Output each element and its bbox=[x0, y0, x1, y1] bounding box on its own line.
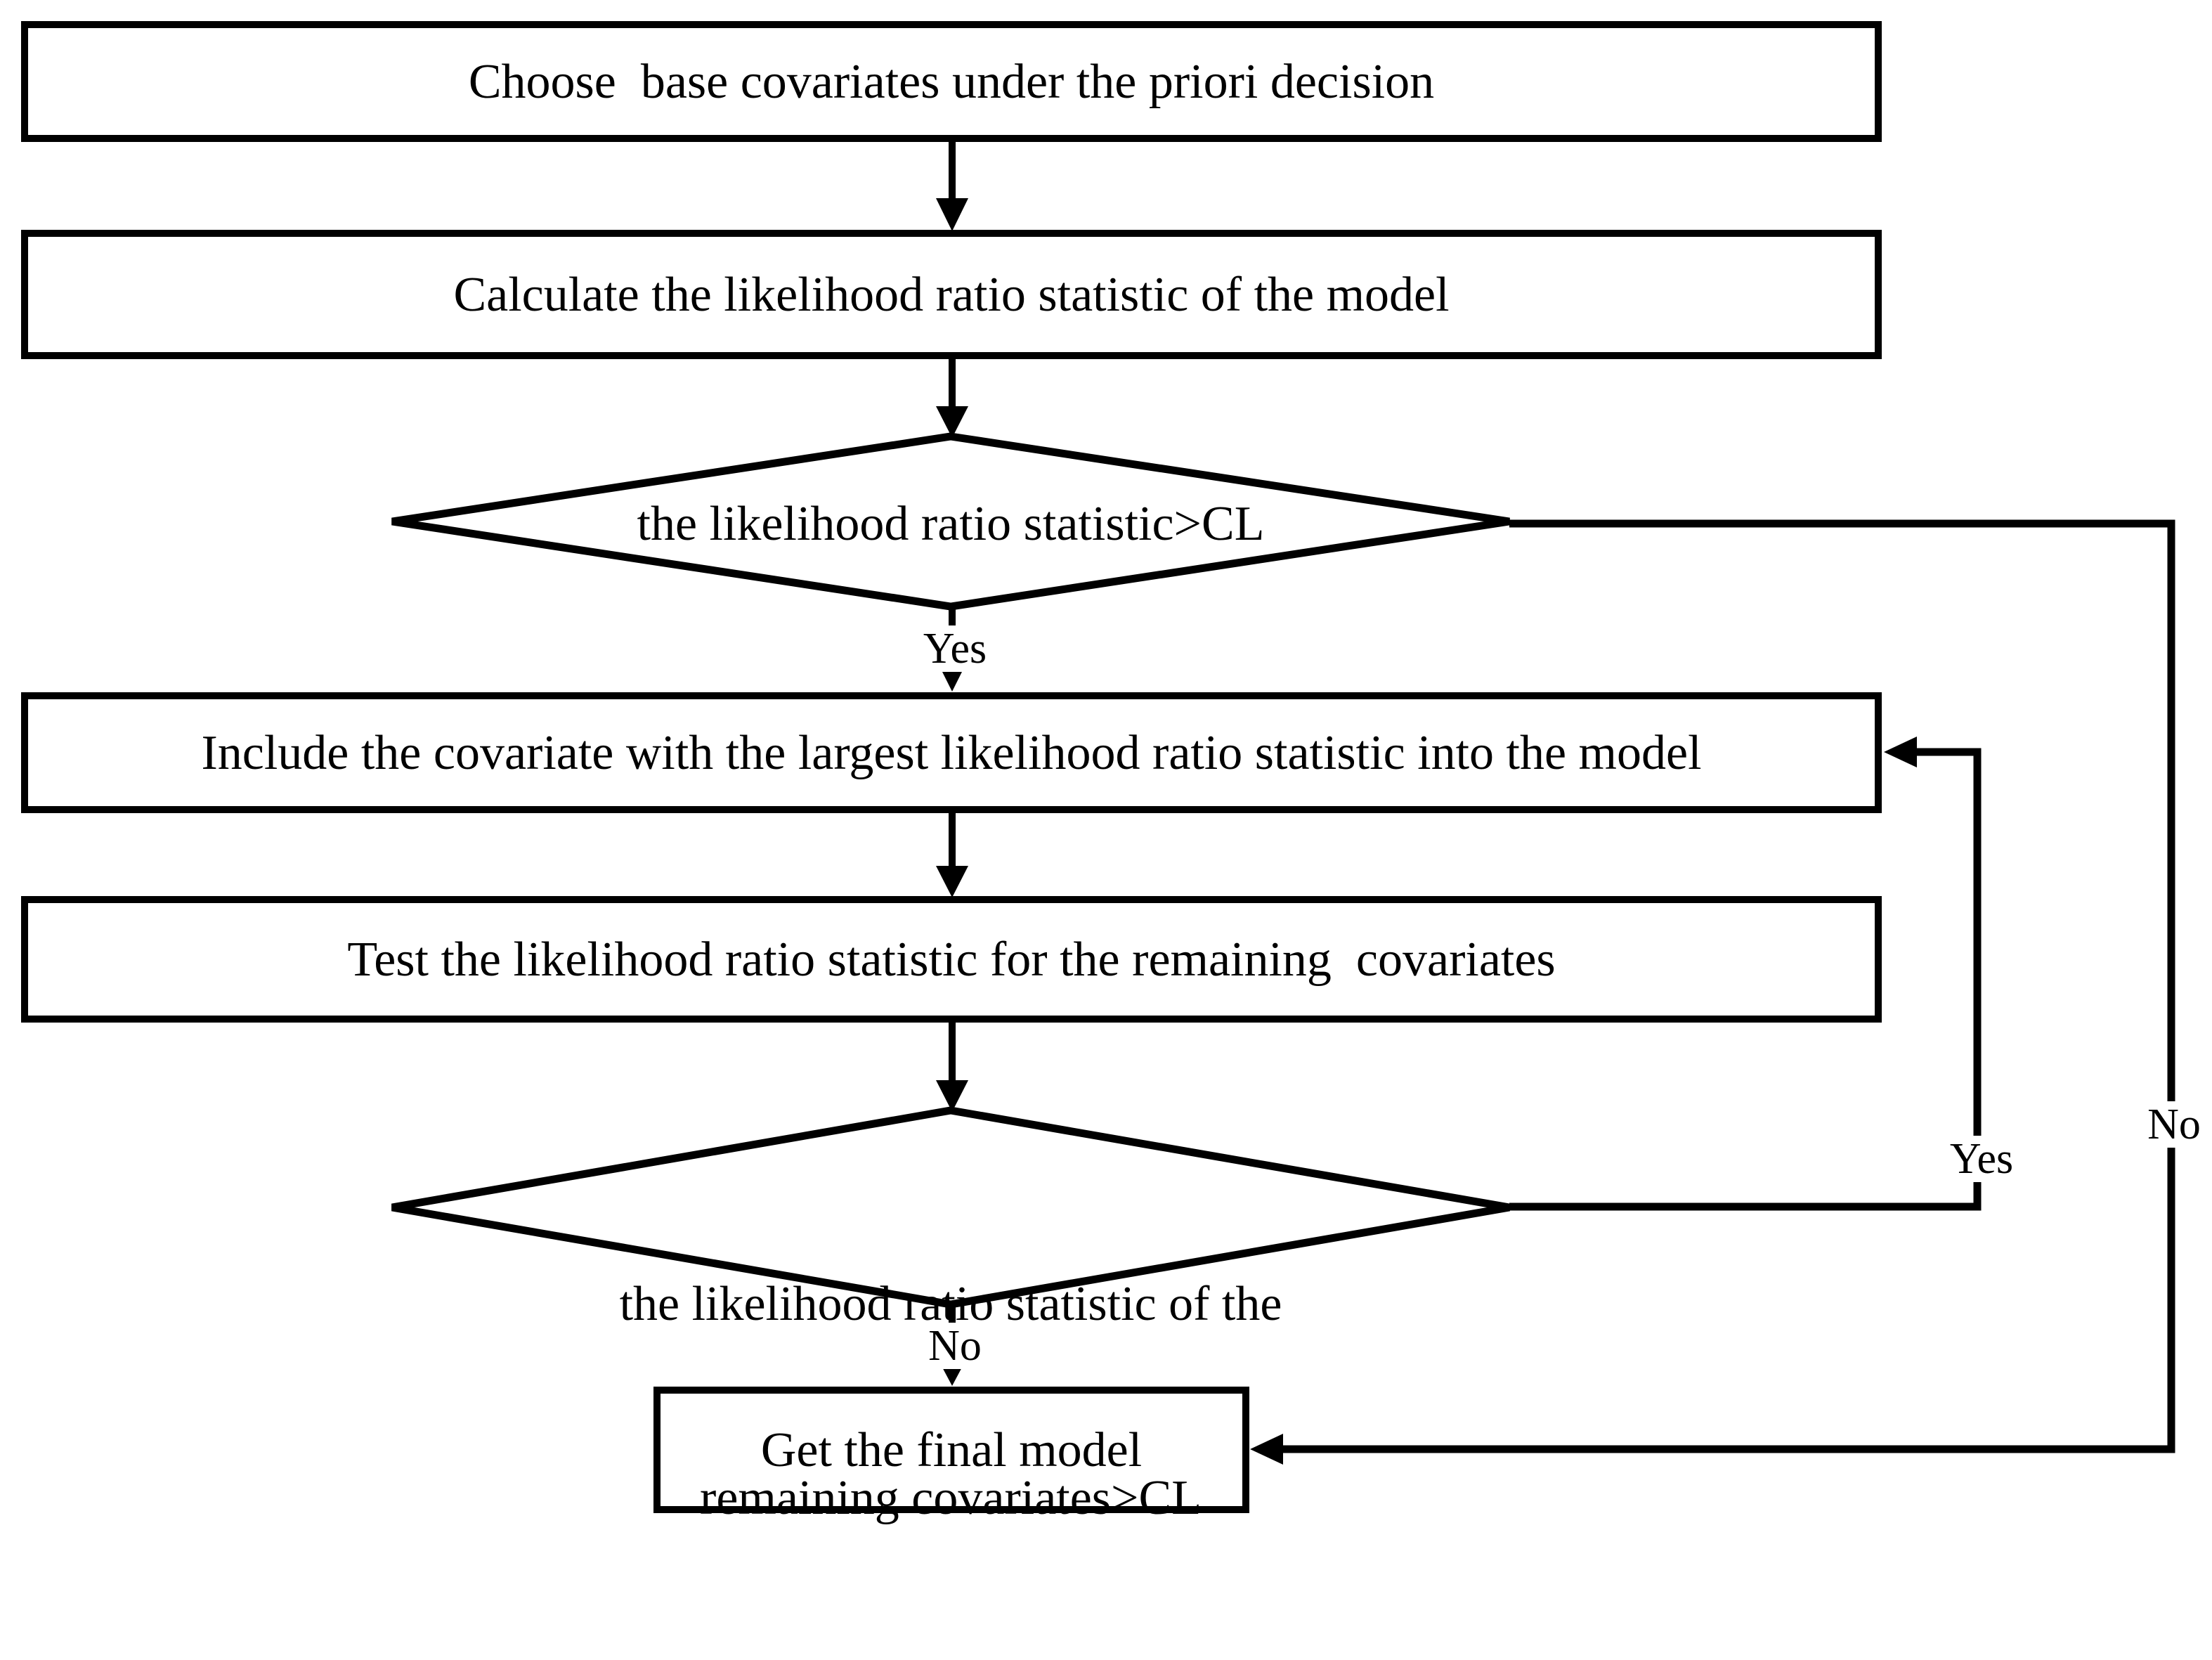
decision1-diamond bbox=[391, 432, 1510, 611]
edge-label-decision2-no: No bbox=[894, 1323, 1015, 1369]
arrow-decision2-no-head bbox=[940, 1363, 964, 1386]
decision2-yes-connector-head bbox=[1884, 737, 1917, 767]
arrow-include-to-test-head bbox=[936, 866, 968, 897]
decision2-label-line2: remaining covariates>CL bbox=[700, 1471, 1202, 1525]
decision1-no-connector bbox=[1282, 519, 2175, 1453]
node-include-covariate-label: Include the covariate with the largest l… bbox=[201, 725, 1702, 780]
arrow-choose-to-calculate-head bbox=[936, 198, 968, 231]
decision1-no-connector-head bbox=[1250, 1434, 1283, 1465]
edge-label-decision2-yes: Yes bbox=[1914, 1136, 2049, 1182]
decision1-label: the likelihood ratio statistic>CL bbox=[637, 497, 1265, 551]
arrow-test-to-decision2-head bbox=[936, 1080, 968, 1112]
node-choose-base-covariates-label: Choose base covariates under the priori … bbox=[468, 54, 1435, 109]
node-include-covariate: Include the covariate with the largest l… bbox=[21, 692, 1882, 813]
flowchart-connectors bbox=[391, 142, 2175, 1465]
node-choose-base-covariates: Choose base covariates under the priori … bbox=[21, 21, 1882, 142]
node-test-lr-statistic: Test the likelihood ratio statistic for … bbox=[21, 896, 1882, 1023]
edge-label-decision1-yes: Yes bbox=[887, 625, 1022, 672]
decision2-yes-connector bbox=[1509, 748, 1982, 1211]
node-test-lr-statistic-label: Test the likelihood ratio statistic for … bbox=[347, 932, 1556, 987]
decision2-diamond bbox=[391, 1106, 1510, 1309]
node-get-final-model: Get the final model bbox=[653, 1387, 1249, 1513]
node-calculate-lr-statistic: Calculate the likelihood ratio statistic… bbox=[21, 230, 1882, 359]
node-calculate-lr-statistic-label: Calculate the likelihood ratio statistic… bbox=[453, 267, 1450, 322]
decision2-label-line1: the likelihood ratio statistic of the bbox=[619, 1277, 1282, 1331]
arrow-calculate-to-decision1-head bbox=[936, 406, 968, 438]
flowchart-canvas: Choose base covariates under the priori … bbox=[21, 21, 2212, 1525]
decision2-label: the likelihood ratio statistic of the re… bbox=[318, 1143, 1583, 1660]
arrow-decision1-yes-head bbox=[940, 668, 964, 692]
edge-label-decision1-no: No bbox=[2117, 1101, 2212, 1148]
node-get-final-model-label: Get the final model bbox=[760, 1422, 1143, 1477]
